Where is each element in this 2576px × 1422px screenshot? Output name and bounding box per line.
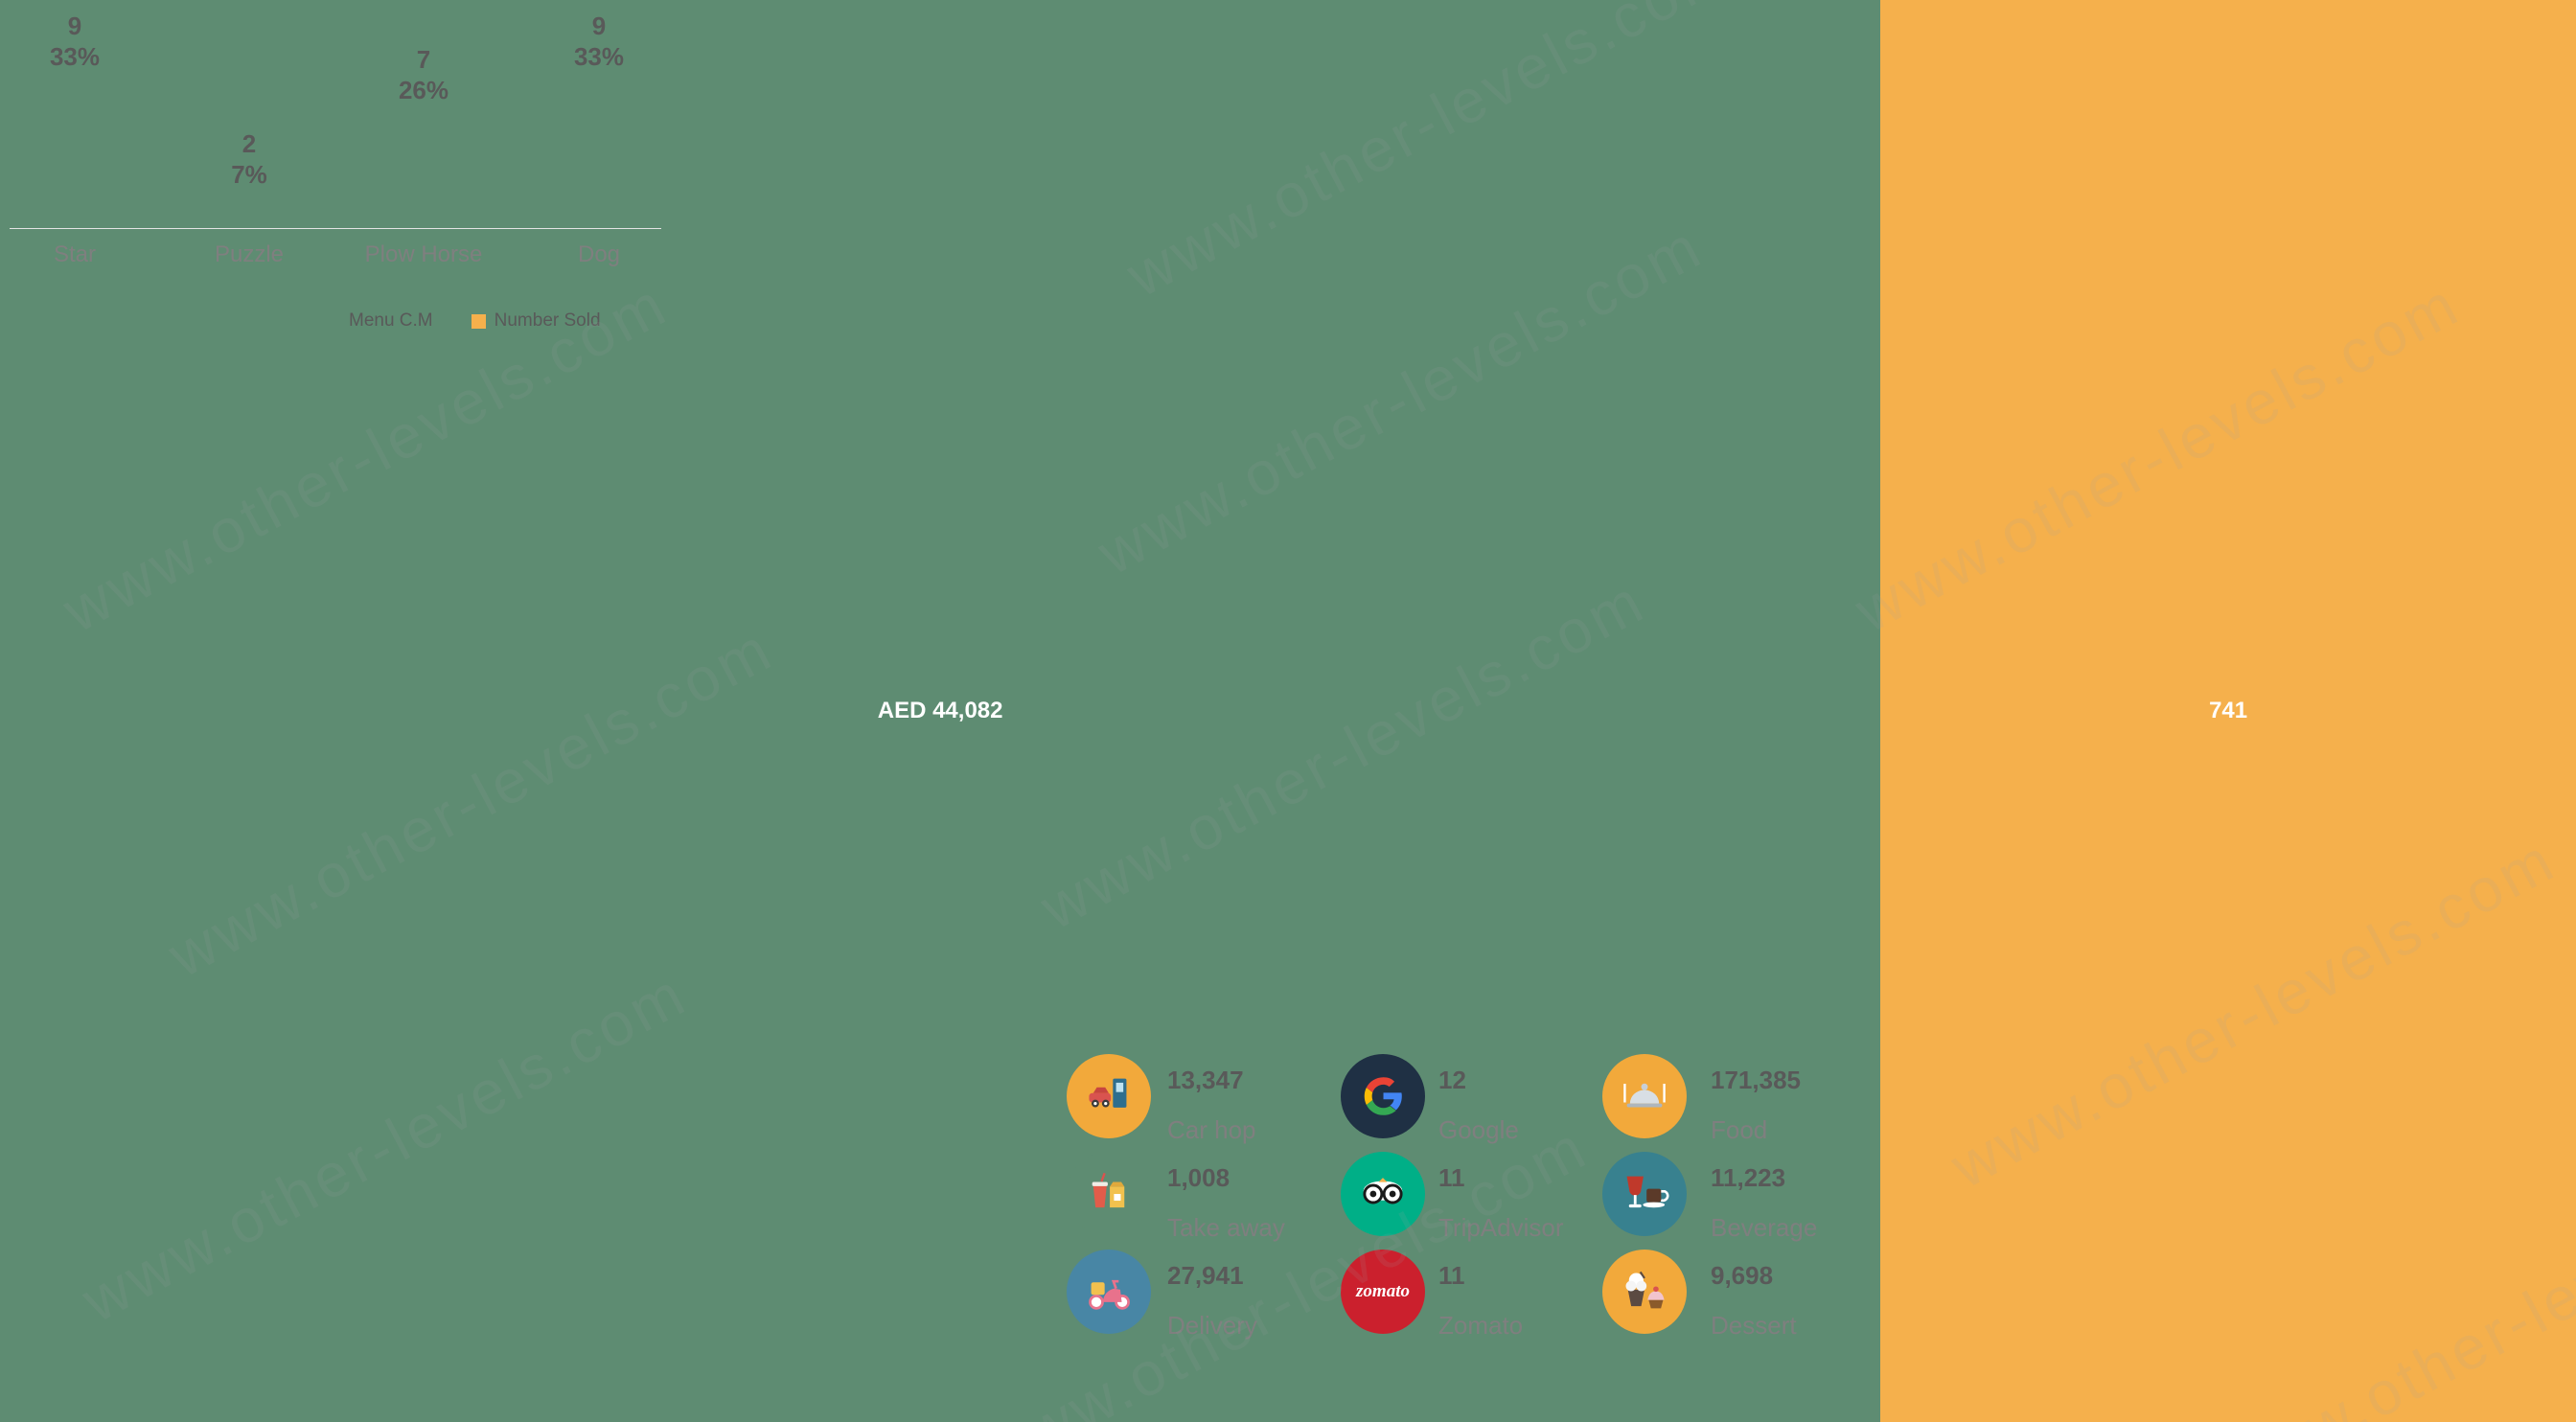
category-label: Plow Horse <box>364 241 483 267</box>
stat-value: 13,347 <box>1167 1066 1244 1094</box>
bar-value-label: 9 <box>67 11 82 40</box>
menu-cm-segment: AED 44,082 <box>877 698 1003 723</box>
bar-value-label: 9 <box>591 11 607 40</box>
category-label: Dog <box>577 241 621 267</box>
legend-swatch <box>471 313 486 329</box>
bar-pct-label: 33% <box>49 42 101 71</box>
bar-pct-label: 26% <box>398 76 449 105</box>
google-icon <box>1341 1054 1425 1138</box>
tripadvisor-icon <box>1341 1152 1425 1236</box>
stat-value: 1,008 <box>1167 1163 1230 1192</box>
car-hop-icon <box>1067 1054 1151 1138</box>
take-away-icon <box>1067 1152 1151 1236</box>
beverage-icon <box>1602 1152 1687 1236</box>
dessert-icon <box>1602 1250 1687 1334</box>
stat-label: Zomato <box>1438 1311 1524 1340</box>
legend-swatch <box>326 313 340 329</box>
bar-pct-label: 7% <box>231 159 267 189</box>
legend-item: Menu C.M <box>326 310 433 332</box>
legend-label: Menu C.M <box>349 310 433 331</box>
stat-value: 12 <box>1438 1066 1466 1094</box>
number-sold-segment: 741 <box>1880 0 2576 1422</box>
stat-label: Food <box>1711 1115 1768 1144</box>
bar-value-label: 7 <box>416 45 431 75</box>
stat-value: 27,941 <box>1167 1261 1244 1290</box>
stat-value: 11,223 <box>1711 1163 1786 1192</box>
delivery-icon <box>1067 1250 1151 1334</box>
stat-label: Beverage <box>1711 1213 1818 1242</box>
category-label: Star <box>53 241 96 267</box>
stat-value: 11 <box>1438 1163 1465 1192</box>
x-axis <box>10 228 661 229</box>
legend-label: Number Sold <box>494 310 601 331</box>
zomato-icon: zomato <box>1341 1250 1425 1334</box>
stat-label: Google <box>1438 1115 1519 1144</box>
bar-pct-label: 33% <box>573 42 625 71</box>
stat-value: 11 <box>1438 1261 1465 1290</box>
stat-label: Car hop <box>1167 1115 1256 1144</box>
legend: Menu C.M Number Sold <box>326 310 601 332</box>
food-icon <box>1602 1054 1687 1138</box>
stat-label: Dessert <box>1711 1311 1797 1340</box>
stat-value: 9,698 <box>1711 1261 1774 1290</box>
stat-label: TripAdvisor <box>1438 1213 1564 1242</box>
legend-item: Number Sold <box>471 310 601 332</box>
category-label: Puzzle <box>214 241 285 267</box>
stat-label: Take away <box>1167 1213 1285 1242</box>
bar-value-label: 2 <box>242 128 257 158</box>
stat-value: 171,385 <box>1711 1066 1801 1094</box>
stat-label: Delivery <box>1167 1311 1257 1340</box>
